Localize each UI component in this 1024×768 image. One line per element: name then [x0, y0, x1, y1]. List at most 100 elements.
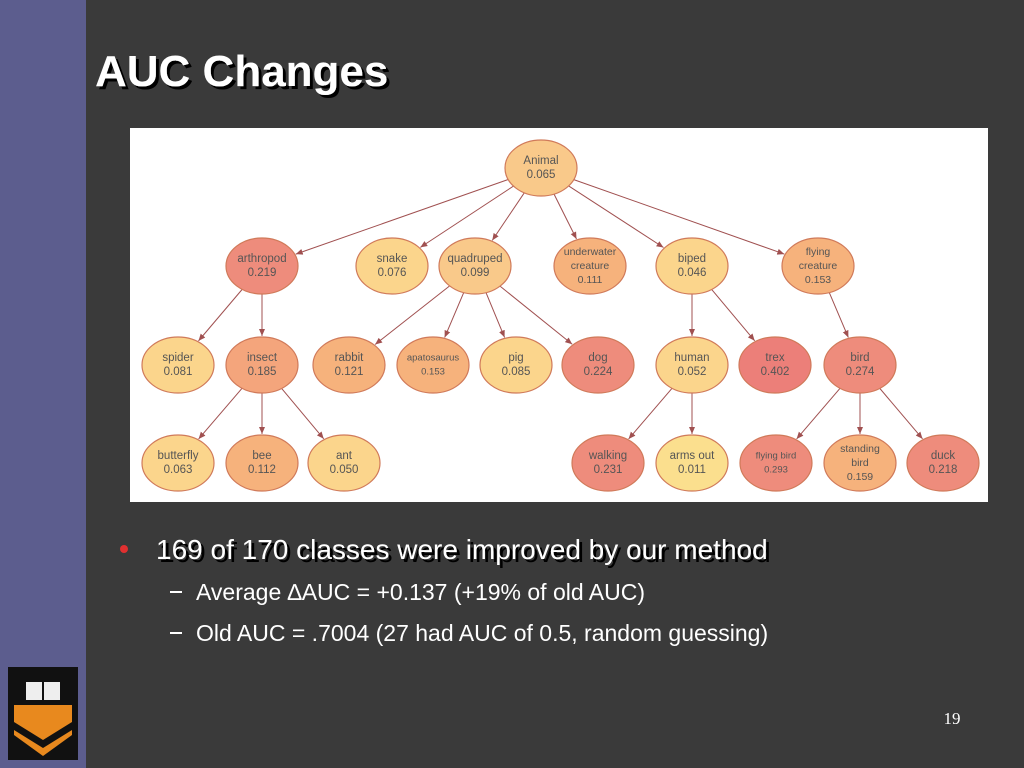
node	[312, 336, 386, 394]
node-label: arms out	[670, 450, 716, 462]
node-value: 0.050	[330, 464, 359, 476]
node-value: 0.085	[502, 366, 531, 378]
node-value: 0.293	[764, 465, 788, 476]
node-label: rabbit	[335, 352, 365, 364]
node-label: human	[674, 352, 709, 364]
node-value: 0.224	[584, 366, 613, 378]
edge	[553, 193, 577, 240]
node	[561, 336, 635, 394]
bullet-marker	[120, 545, 128, 553]
node-value: 0.011	[678, 464, 706, 476]
node-label: creature	[799, 260, 838, 272]
node-value: 0.052	[678, 366, 707, 378]
edge	[295, 179, 509, 255]
edge	[568, 185, 664, 248]
node-label: snake	[377, 253, 408, 265]
node-value: 0.112	[248, 464, 276, 476]
node-label: quadruped	[448, 253, 503, 265]
node-label: pig	[508, 352, 523, 364]
node-label: apatosaurus	[407, 353, 460, 364]
node-value: 0.185	[248, 366, 277, 378]
node	[655, 434, 729, 492]
node-value: 0.153	[805, 274, 831, 286]
node-value: 0.099	[461, 267, 490, 279]
node	[225, 237, 299, 295]
page-number: 19	[944, 709, 961, 728]
node	[655, 336, 729, 394]
node-label: biped	[678, 253, 706, 265]
edge	[198, 387, 243, 440]
diagram: Animal 0.065 arthropod 0.219 snake 0.076 quadr…	[141, 139, 980, 492]
node	[225, 336, 299, 394]
bullet-text: 169 of 170 classes were improved by our …	[156, 534, 768, 565]
edge	[444, 292, 465, 338]
node-value: 0.063	[164, 464, 193, 476]
node-label: duck	[931, 450, 956, 462]
node-label: bee	[252, 450, 271, 462]
node-label: flying	[806, 246, 831, 258]
node	[823, 434, 897, 492]
logo	[8, 667, 78, 760]
node-label: bird	[850, 352, 869, 364]
node	[307, 434, 381, 492]
node	[738, 336, 812, 394]
edge	[198, 289, 243, 342]
node	[655, 237, 729, 295]
sub-bullet-text: Average ∆AUC = +0.137 (+19% of old AUC)	[196, 579, 645, 605]
node-value: 0.121	[335, 366, 364, 378]
node-label: walking	[588, 450, 627, 462]
node-value: 0.402	[761, 366, 790, 378]
node-label: Animal	[523, 155, 558, 167]
node	[553, 237, 627, 295]
node-label: bird	[851, 457, 869, 469]
edge	[828, 292, 849, 338]
node-value: 0.231	[594, 464, 623, 476]
node	[504, 139, 578, 197]
side-bar	[0, 0, 86, 768]
edge	[499, 285, 573, 345]
edge	[796, 387, 841, 440]
node-label: insect	[247, 352, 278, 364]
node-value: 0.218	[929, 464, 958, 476]
edge	[374, 285, 450, 345]
node-label: trex	[765, 352, 784, 364]
node	[739, 434, 813, 492]
node-label: arthropod	[237, 253, 286, 265]
node	[355, 237, 429, 295]
slide-title: AUC Changes	[95, 47, 388, 96]
node-label: flying bird	[756, 451, 797, 462]
node-label: spider	[162, 352, 193, 364]
edge	[420, 185, 514, 248]
node-label: butterfly	[158, 450, 199, 462]
node-value: 0.111	[578, 274, 603, 286]
node-label: creature	[571, 260, 610, 272]
node-label: standing	[840, 443, 880, 455]
edge	[879, 388, 923, 440]
node-value: 0.153	[421, 367, 445, 378]
node	[438, 237, 512, 295]
edge	[485, 292, 506, 338]
node	[906, 434, 980, 492]
node-label: dog	[588, 352, 607, 364]
node-label: ant	[336, 450, 353, 462]
edge	[491, 192, 525, 241]
node	[571, 434, 645, 492]
node-value: 0.076	[378, 267, 407, 279]
node-label: underwater	[564, 246, 617, 258]
edge	[711, 289, 756, 342]
node-value: 0.081	[164, 366, 193, 378]
node	[225, 434, 299, 492]
node	[823, 336, 897, 394]
edge	[628, 387, 673, 440]
edge	[573, 179, 785, 255]
node	[141, 434, 215, 492]
node	[781, 237, 855, 295]
node-value: 0.065	[527, 169, 556, 181]
node-value: 0.274	[846, 366, 875, 378]
node-value: 0.046	[678, 267, 707, 279]
edge	[281, 388, 325, 440]
sub-bullet-text: Old AUC = .7004 (27 had AUC of 0.5, rand…	[196, 620, 768, 646]
node	[141, 336, 215, 394]
node	[396, 336, 470, 394]
